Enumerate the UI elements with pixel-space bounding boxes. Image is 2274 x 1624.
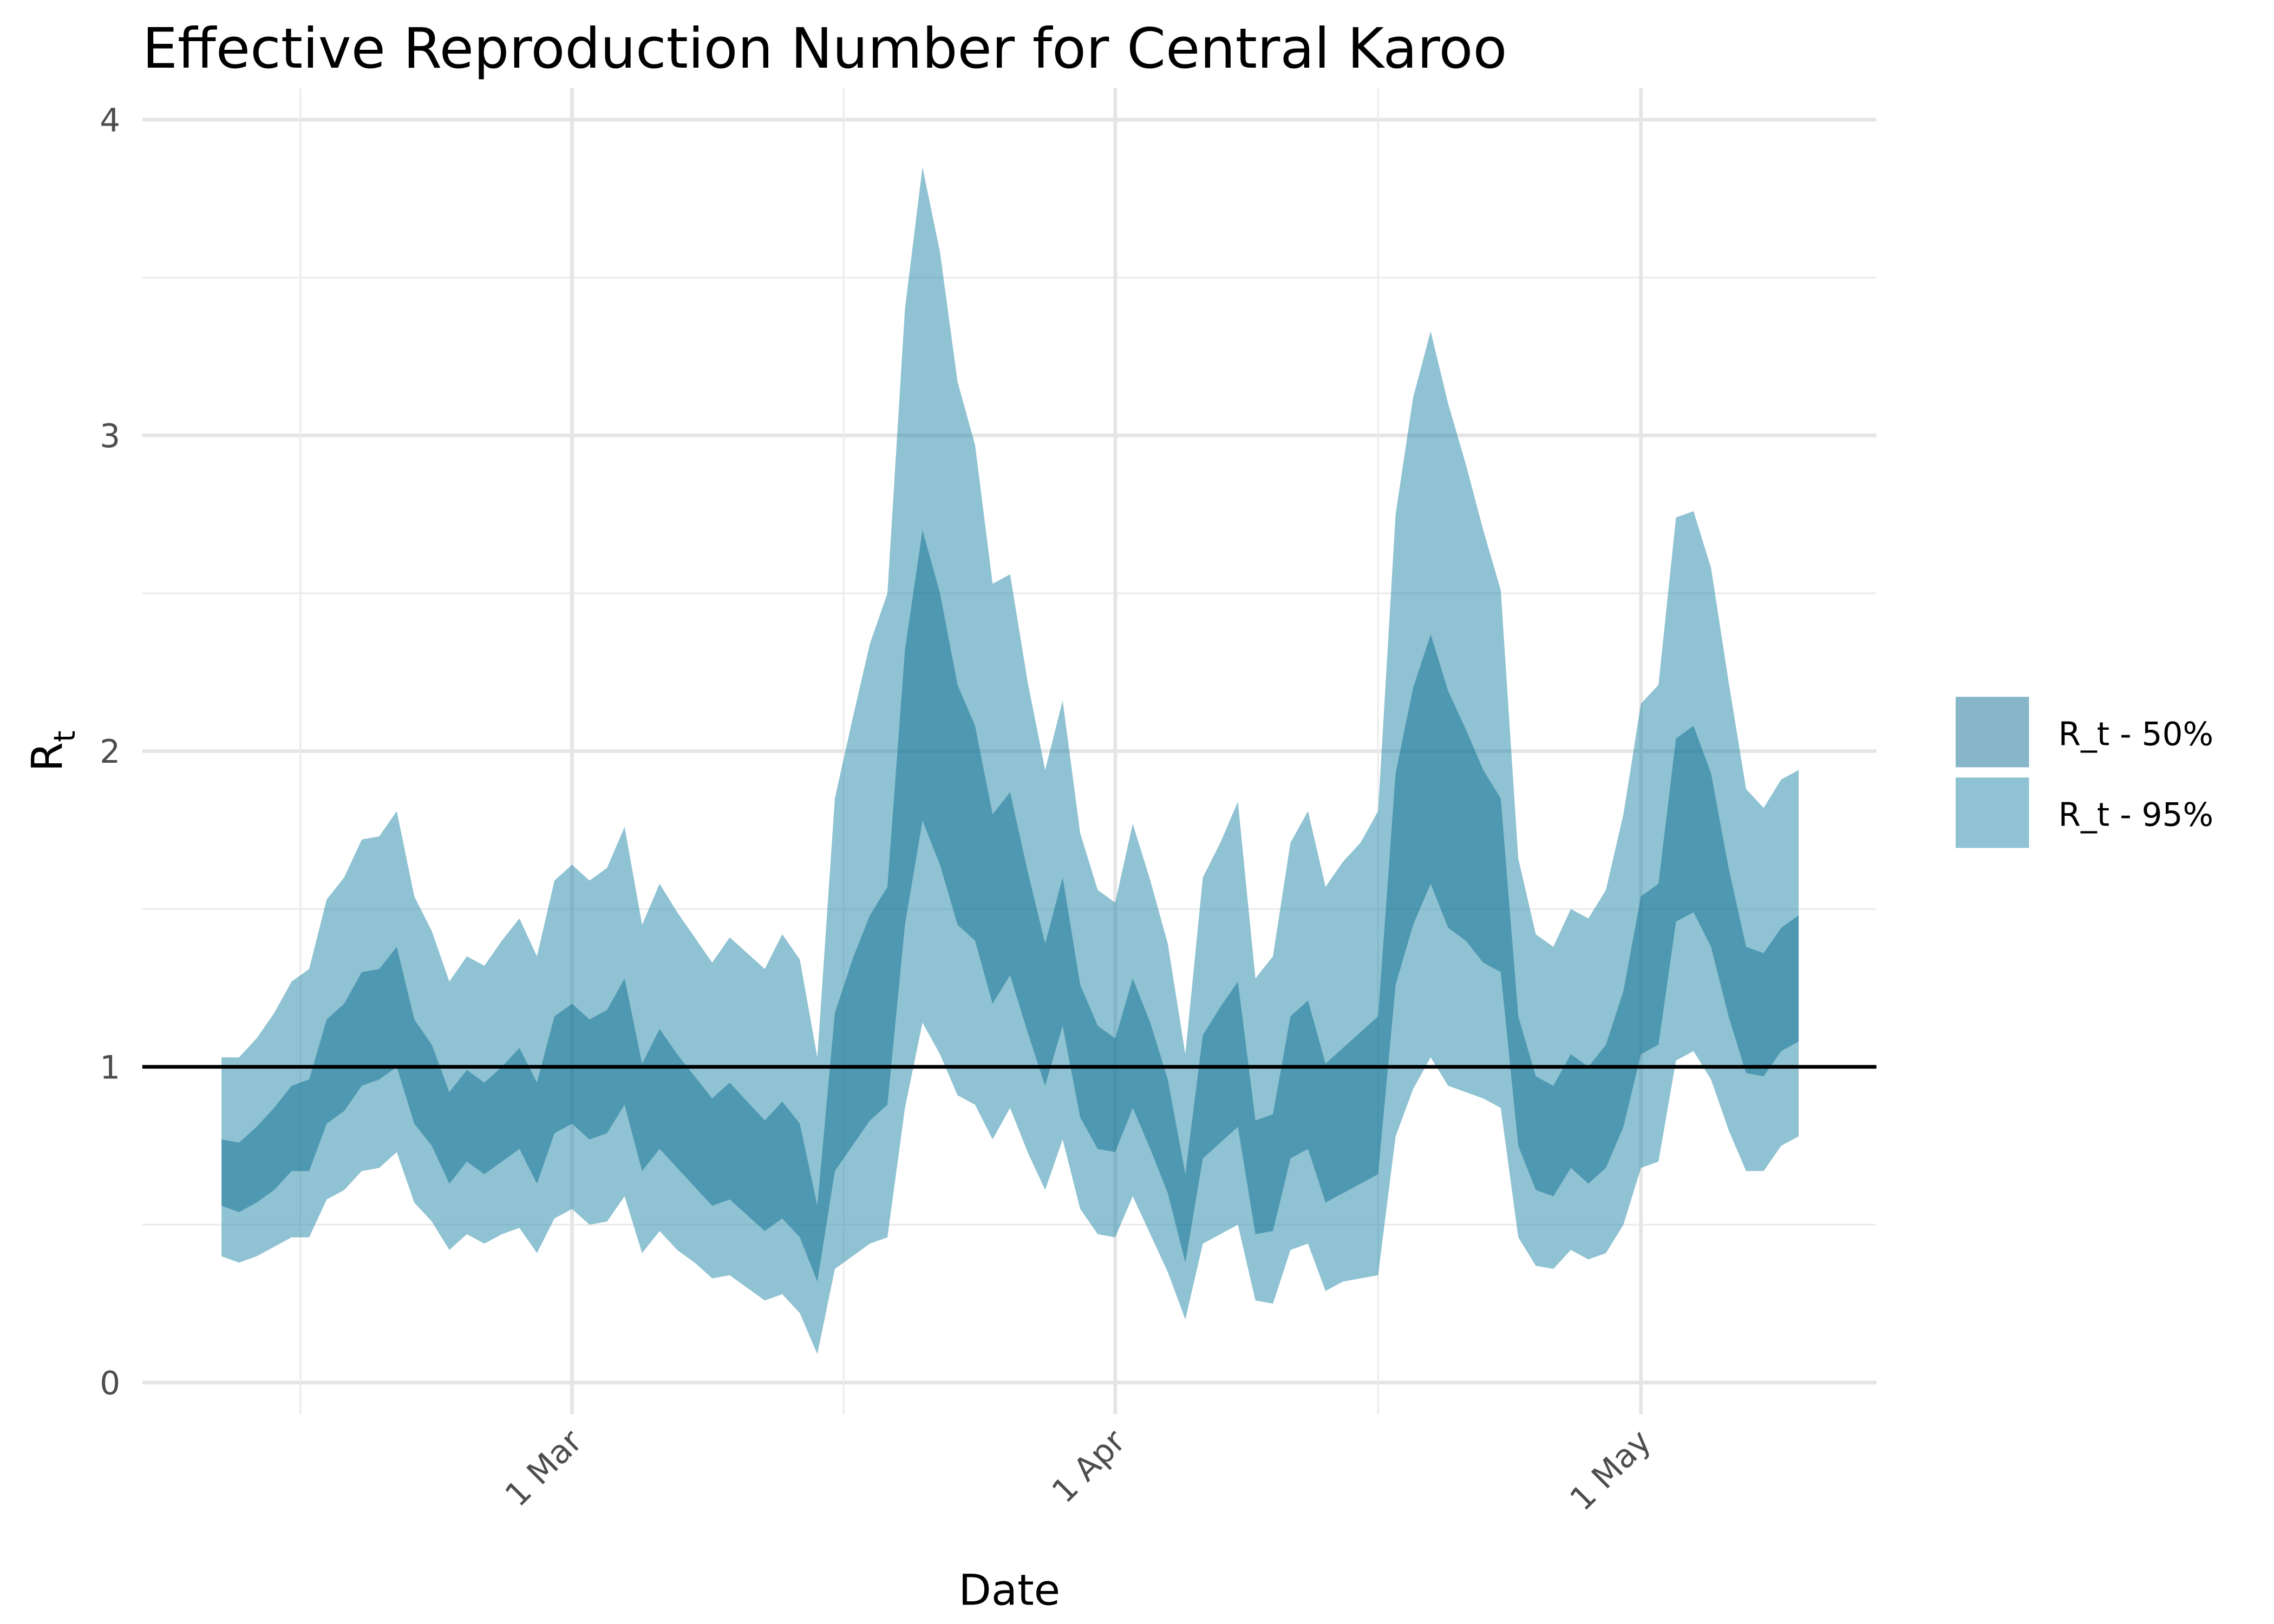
chart-title: Effective Reproduction Number for Centra… <box>142 16 1507 81</box>
y-axis-title-base: R <box>22 742 72 772</box>
band <box>221 530 1799 1282</box>
x-tick-label: 1 Mar <box>498 1423 590 1514</box>
foreground: 0 1 2 3 4 1 Mar 1 Apr 1 May R_t - 50% R_t - 95% <box>100 102 2213 1518</box>
y-axis-title-sub: t <box>48 731 82 742</box>
x-tick-label: 1 Apr <box>1045 1423 1133 1510</box>
bands <box>221 167 1799 1354</box>
x-tick-label: 1 May <box>1563 1423 1658 1518</box>
x-axis-title: Date <box>958 1566 1060 1615</box>
legend-label: R_t - 95% <box>2059 797 2214 834</box>
y-tick-label: 2 <box>100 734 120 771</box>
legend-label: R_t - 50% <box>2059 716 2214 754</box>
y-tick-label: 4 <box>100 102 120 140</box>
y-tick-label: 3 <box>100 418 120 455</box>
legend-key <box>1956 697 2029 768</box>
legend-key <box>1956 777 2029 848</box>
y-axis-title: Rt <box>22 731 82 772</box>
y-tick-label: 1 <box>100 1049 120 1086</box>
y-tick-label: 0 <box>100 1365 120 1403</box>
